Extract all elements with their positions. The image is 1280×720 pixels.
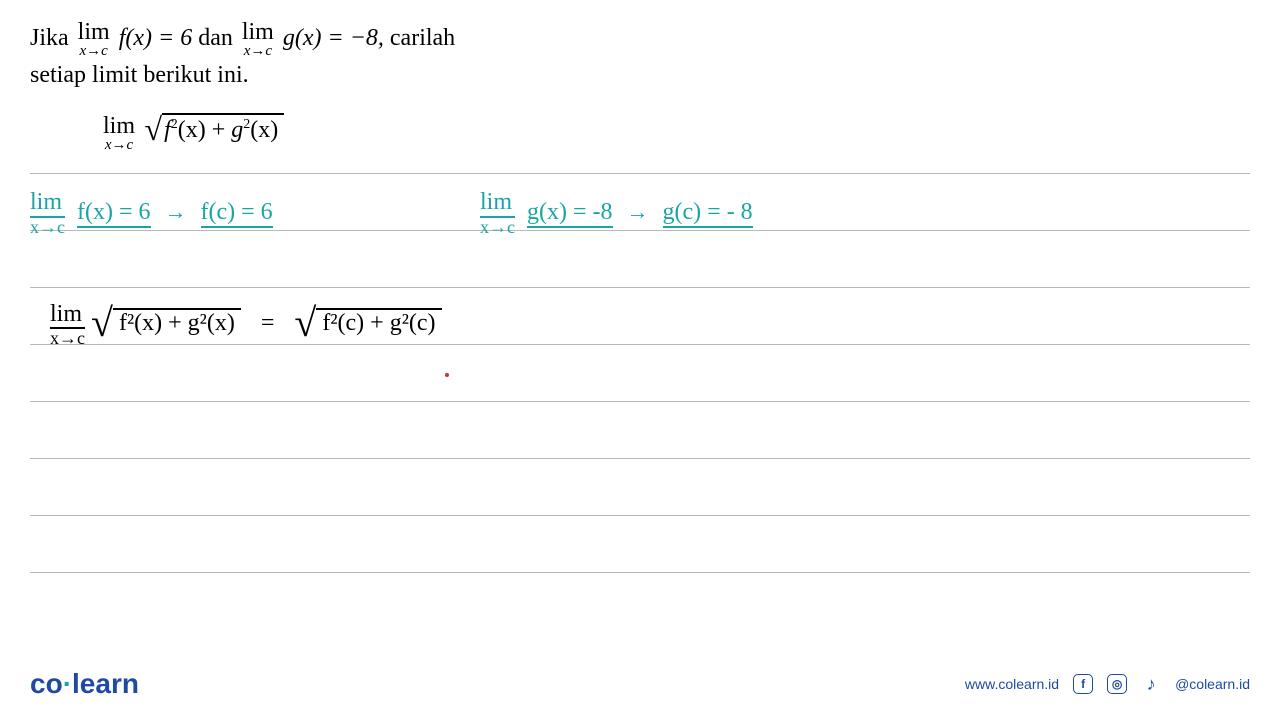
hw-lim-gx: lim x→c g(x) = -8 → g(c) = - 8 bbox=[480, 189, 753, 237]
hw-lim-fx: lim x→c f(x) = 6 → f(c) = 6 bbox=[30, 189, 273, 237]
problem-statement: Jika lim x→c f(x) = 6 dan lim x→c g(x) =… bbox=[30, 20, 1250, 93]
footer-url: www.colearn.id bbox=[965, 676, 1059, 692]
colearn-logo: co·learn bbox=[30, 668, 139, 700]
text-jika: Jika bbox=[30, 25, 69, 51]
problem-line2: setiap limit berikut ini. bbox=[30, 59, 1250, 93]
ruled-workspace: lim x→c f(x) = 6 → f(c) = 6 lim x→c g(x)… bbox=[30, 173, 1250, 573]
limit-notation-2: lim x→c bbox=[242, 20, 274, 59]
limit-notation-formula: lim x→c bbox=[103, 114, 135, 153]
footer-handle: @colearn.id bbox=[1175, 676, 1250, 692]
instagram-icon: ◎ bbox=[1107, 674, 1127, 694]
sqrt-expression: √ f2(x) + g2(x) bbox=[145, 113, 285, 145]
limit-formula: lim x→c √ f2(x) + g2(x) bbox=[100, 113, 1250, 154]
hw-lim-sqrt: lim x→c √f²(x) + g²(x) = √f²(c) + g²(c) bbox=[50, 293, 442, 349]
limit-notation-1: lim x→c bbox=[78, 20, 110, 59]
facebook-icon: f bbox=[1073, 674, 1093, 694]
footer: co·learn www.colearn.id f ◎ ♪ @colearn.i… bbox=[30, 668, 1250, 700]
cursor-dot bbox=[445, 373, 449, 377]
fx-equals-6: f(x) = 6 bbox=[119, 25, 193, 51]
text-dan: dan bbox=[198, 25, 233, 51]
gx-equals-neg8: g(x) = −8, bbox=[283, 25, 384, 51]
tiktok-icon: ♪ bbox=[1141, 674, 1161, 694]
text-carilah: carilah bbox=[390, 25, 455, 51]
